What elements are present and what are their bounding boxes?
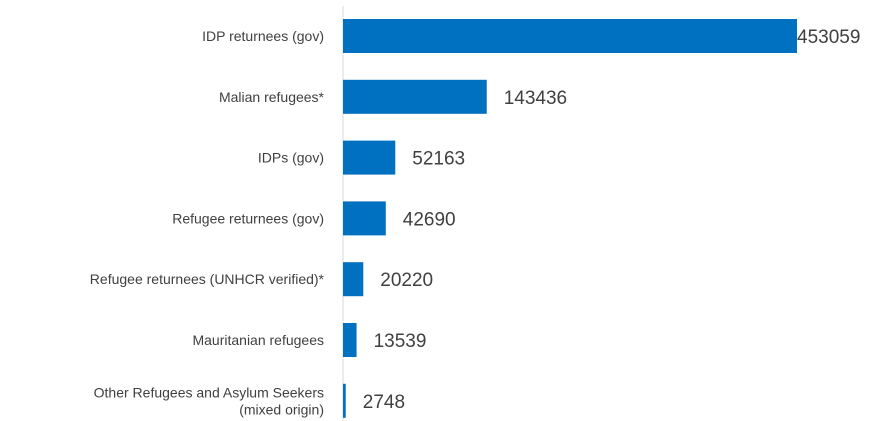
category-label: Refugee returnees (gov) bbox=[172, 210, 324, 226]
data-label: 42690 bbox=[403, 209, 456, 230]
bar bbox=[343, 383, 346, 418]
bar bbox=[343, 201, 386, 236]
bar bbox=[343, 262, 364, 297]
data-label: 2748 bbox=[363, 392, 405, 413]
category-labels: IDP returnees (gov) Malian refugees* IDPs … bbox=[90, 28, 325, 417]
data-label: 143436 bbox=[504, 88, 567, 109]
bar bbox=[343, 323, 357, 357]
category-label: Mauritanian refugees bbox=[192, 332, 324, 348]
data-label: 20220 bbox=[380, 270, 433, 291]
data-label: 52163 bbox=[412, 149, 465, 170]
bar bbox=[343, 140, 396, 175]
data-labels: 453059 143436 52163 42690 20220 13539 2748 bbox=[363, 27, 861, 413]
category-label: Refugee returnees (UNHCR verified)* bbox=[90, 271, 325, 287]
category-label: Malian refugees* bbox=[219, 89, 325, 105]
category-label: IDP returnees (gov) bbox=[202, 28, 324, 44]
category-label: IDPs (gov) bbox=[258, 150, 324, 166]
bars bbox=[343, 19, 797, 418]
data-label: 453059 bbox=[797, 27, 860, 48]
bar bbox=[343, 79, 487, 114]
data-label: 13539 bbox=[374, 331, 427, 352]
category-label: Other Refugees and Asylum Seekers (mixed … bbox=[94, 384, 324, 417]
bar bbox=[343, 19, 797, 53]
